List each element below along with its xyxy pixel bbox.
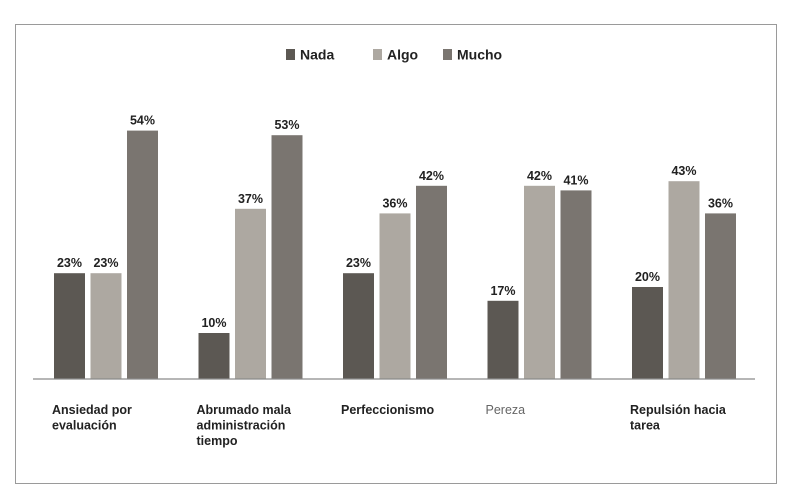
legend-label-nada: Nada: [300, 47, 334, 63]
legend-swatch-algo: [373, 49, 382, 60]
legend-swatch-mucho: [443, 49, 452, 60]
bar-algo-4: [668, 181, 700, 379]
value-label-nada-1: 10%: [201, 316, 226, 330]
bar-algo-0: [90, 273, 122, 379]
bar-algo-1: [235, 208, 266, 379]
value-label-nada-3: 17%: [490, 284, 515, 298]
category-label-3: Pereza: [486, 403, 526, 417]
bar-mucho-2: [416, 185, 447, 379]
value-label-algo-0: 23%: [93, 256, 118, 270]
value-label-algo-4: 43%: [671, 164, 696, 178]
value-label-nada-2: 23%: [346, 256, 371, 270]
bar-nada-3: [487, 300, 519, 379]
bars-group: [54, 130, 736, 379]
value-label-mucho-2: 42%: [419, 169, 444, 183]
bar-mucho-0: [127, 130, 158, 379]
category-label-4: Repulsión hacia tarea: [630, 403, 727, 433]
value-label-nada-0: 23%: [57, 256, 82, 270]
bar-algo-3: [524, 185, 555, 379]
value-label-mucho-1: 53%: [274, 118, 299, 132]
legend-label-mucho: Mucho: [457, 47, 502, 63]
value-label-nada-4: 20%: [635, 270, 660, 284]
bar-nada-2: [343, 273, 374, 379]
category-labels-group: Ansiedad por evaluación Abrumado mala admin…: [52, 403, 727, 448]
value-label-algo-3: 42%: [527, 169, 552, 183]
value-labels-group: 23% 23% 54% 10% 37% 53% 23% 36% 42% 17% 42% 41% 20% 4…: [57, 114, 733, 330]
value-label-algo-2: 36%: [382, 196, 407, 210]
legend: Nada Algo Mucho: [286, 47, 502, 63]
legend-swatch-nada: [286, 49, 295, 60]
bar-nada-1: [198, 333, 230, 379]
category-label-1: Abrumado mala administración tiempo: [197, 403, 293, 448]
bar-mucho-4: [705, 213, 736, 379]
value-label-mucho-4: 36%: [708, 196, 733, 210]
category-label-0: Ansiedad por evaluación: [52, 403, 132, 433]
bar-mucho-3: [560, 190, 592, 379]
bar-mucho-1: [271, 135, 303, 379]
bar-nada-4: [632, 287, 663, 379]
bar-nada-0: [54, 273, 85, 379]
value-label-mucho-3: 41%: [563, 173, 588, 187]
legend-label-algo: Algo: [387, 47, 418, 63]
value-label-mucho-0: 54%: [130, 114, 155, 128]
bar-algo-2: [379, 213, 411, 379]
value-label-algo-1: 37%: [238, 192, 263, 206]
category-label-2: Perfeccionismo: [341, 403, 434, 417]
